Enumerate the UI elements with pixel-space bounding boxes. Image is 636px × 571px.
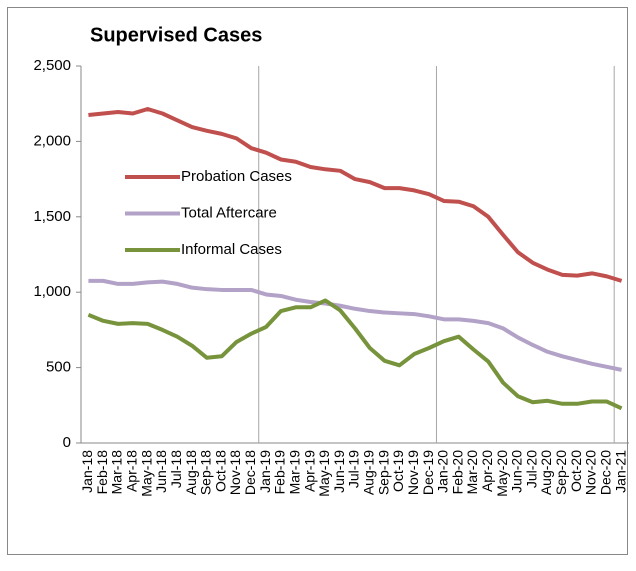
- x-tick-label: Dec-19: [420, 450, 436, 495]
- y-tick-label: 500: [46, 359, 71, 376]
- x-tick-label: Oct-19: [390, 450, 406, 492]
- x-tick-label: Jan-20: [435, 450, 451, 493]
- legend-label: Total Aftercare: [181, 204, 277, 221]
- x-tick-label: Nov-18: [227, 450, 243, 495]
- x-tick-label: Dec-20: [597, 450, 613, 495]
- x-tick-label: Jan-21: [612, 450, 628, 493]
- x-tick-label: Aug-20: [538, 450, 554, 495]
- x-tick-label: Jun-20: [509, 450, 525, 493]
- x-tick-label: Apr-19: [301, 450, 317, 492]
- x-tick-label: Feb-20: [449, 450, 465, 495]
- x-tick-label: Feb-18: [94, 450, 110, 495]
- legend-label: Probation Cases: [181, 168, 292, 185]
- line-series: [87, 298, 623, 411]
- y-tick-label: 2,000: [33, 132, 71, 149]
- x-tick-label: Nov-19: [405, 450, 421, 495]
- x-tick-label: Jan-19: [257, 450, 273, 493]
- x-tick-label: Sep-20: [553, 450, 569, 495]
- x-tick-label: Apr-18: [124, 450, 140, 492]
- x-tick-label: Mar-19: [286, 450, 302, 495]
- x-tick-label: Jun-18: [153, 450, 169, 493]
- x-tick-label: Jul-20: [523, 450, 539, 488]
- legend-label: Informal Cases: [181, 241, 282, 258]
- line-series: [88, 106, 623, 283]
- x-tick-label: Jul-18: [168, 450, 184, 488]
- y-tick-label: 2,500: [33, 57, 71, 74]
- x-tick-label: Nov-20: [583, 450, 599, 495]
- x-tick-label: May-18: [138, 450, 154, 497]
- x-tick-label: Jan-18: [79, 450, 95, 493]
- x-tick-label: Oct-18: [212, 450, 228, 492]
- x-tick-label: Apr-20: [479, 450, 495, 492]
- line-series: [88, 278, 622, 372]
- x-tick-label: Jun-19: [331, 450, 347, 493]
- chart-title: Supervised Cases: [90, 24, 262, 46]
- x-tick-label: May-19: [316, 450, 332, 497]
- y-tick-label: 0: [63, 434, 71, 451]
- x-tick-label: Aug-19: [361, 450, 377, 495]
- x-tick-label: Dec-18: [242, 450, 258, 495]
- x-tick-label: Mar-20: [464, 450, 480, 495]
- x-tick-label: Feb-19: [272, 450, 288, 495]
- x-tick-label: Oct-20: [568, 450, 584, 492]
- y-tick-label: 1,500: [33, 208, 71, 225]
- x-tick-label: May-20: [494, 450, 510, 497]
- x-tick-label: Sep-18: [198, 450, 214, 495]
- x-tick-label: Sep-19: [375, 450, 391, 495]
- x-tick-label: Jul-19: [346, 450, 362, 488]
- y-tick-label: 1,000: [33, 283, 71, 300]
- x-tick-label: Aug-18: [183, 450, 199, 495]
- x-tick-label: Mar-18: [109, 450, 125, 495]
